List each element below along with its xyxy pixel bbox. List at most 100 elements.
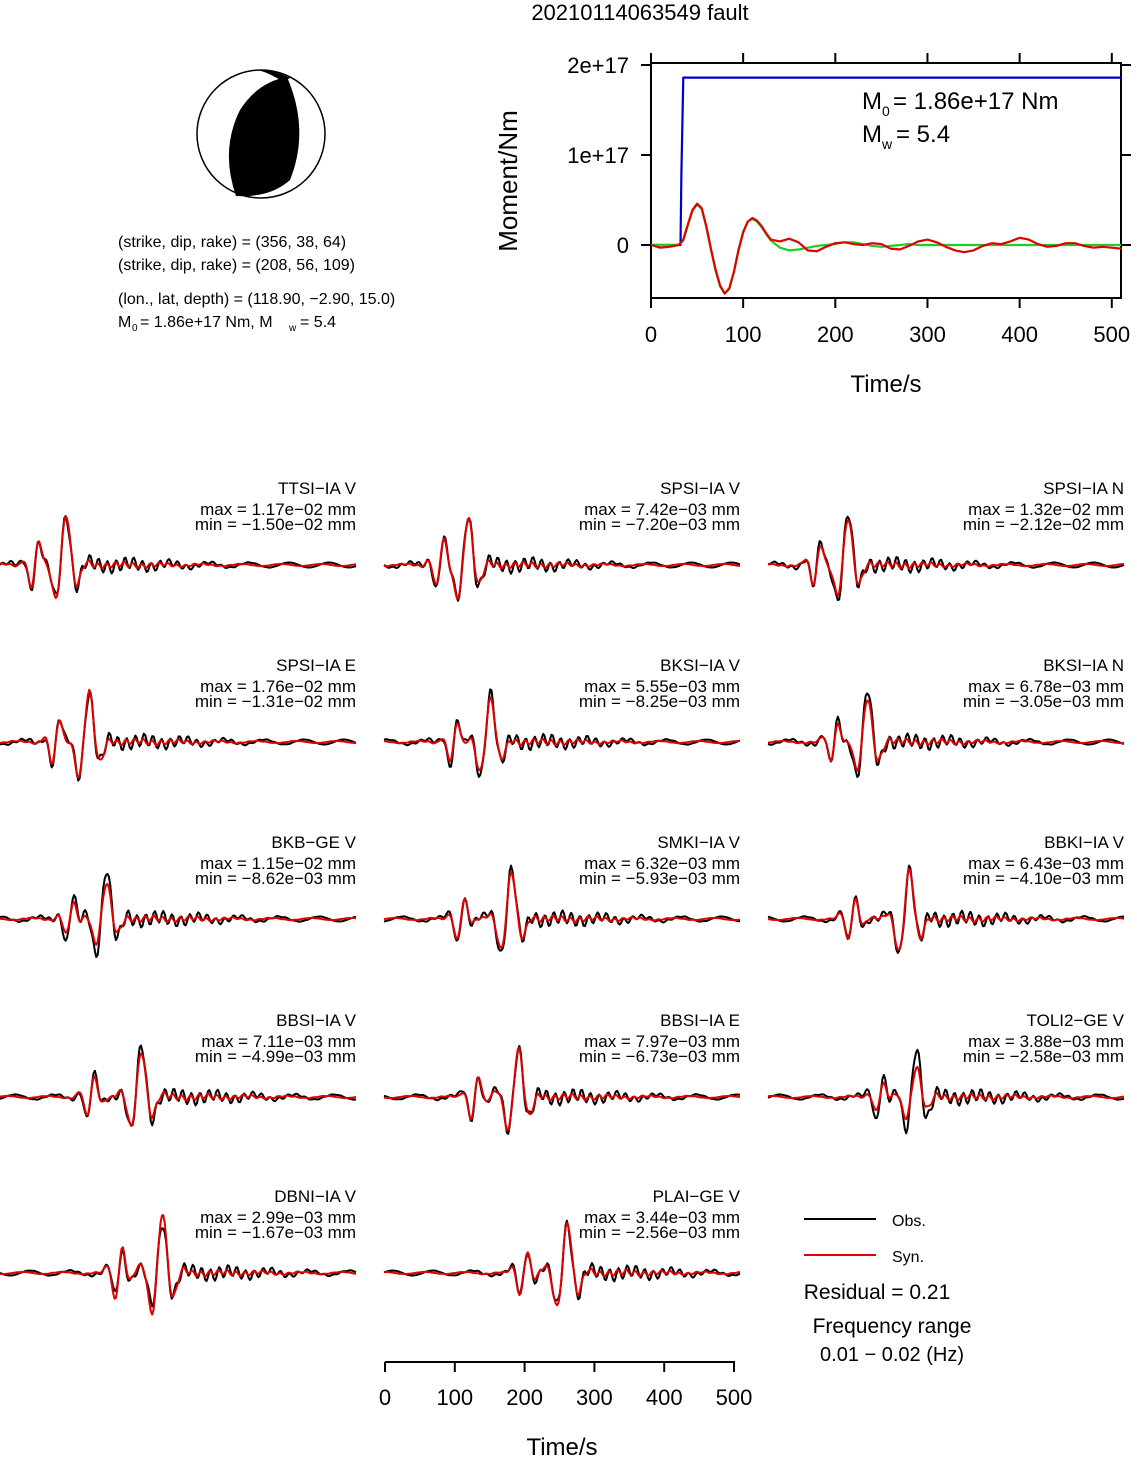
panel-max-label: max = 5.55e−03 mm <box>584 677 740 696</box>
panel-station-label: DBNI−IA V <box>274 1187 356 1206</box>
panel-max-label: max = 7.11e−03 mm <box>201 1032 356 1051</box>
moment-m0-annotation: M 0 = 1.86e+17 Nm <box>862 88 1058 119</box>
panel-max-label: max = 3.44e−03 mm <box>584 1208 740 1227</box>
moment-ytick-label: 0 <box>617 233 629 258</box>
panel-min-label: min = −6.73e−03 mm <box>579 1047 740 1066</box>
synthetic-trace <box>0 883 357 946</box>
synthetic-trace <box>383 516 741 600</box>
panel-min-label: min = −4.99e−03 mm <box>195 1047 356 1066</box>
panel-station-label: SPSI−IA E <box>276 656 356 675</box>
observed-trace <box>383 1045 741 1135</box>
info-mw-value: = 5.4 <box>300 314 336 331</box>
panel-station-label: BKSI−IA N <box>1043 656 1124 675</box>
synthetic-trace <box>767 699 1125 772</box>
moment-xtick-label: 400 <box>1001 322 1038 347</box>
observed-trace <box>383 864 741 952</box>
info-line-3: (lon., lat, depth) = (118.90, −2.90, 15.… <box>118 291 395 308</box>
panel-station-label: BKSI−IA V <box>660 656 741 675</box>
panel-station-label: SPSI−IA V <box>660 479 741 498</box>
moment-rate-fit-line <box>651 203 1121 295</box>
panel-max-label: max = 1.32e−02 mm <box>968 500 1124 519</box>
moment-mw-annotation: M w = 5.4 <box>862 121 950 152</box>
synthetic-trace <box>0 688 356 779</box>
svg-text:M: M <box>862 88 882 115</box>
bottom-xtick-label: 0 <box>379 1385 391 1410</box>
bottom-xtick-label: 500 <box>716 1385 753 1410</box>
bottom-xtick-label: 200 <box>506 1385 543 1410</box>
freq-range-value: 0.01 − 0.02 (Hz) <box>820 1344 964 1366</box>
svg-text:0: 0 <box>132 323 138 334</box>
bottom-time-axis: 0 100 200 300 400 500 <box>379 1361 753 1410</box>
panel-min-label: min = −2.12e−02 mm <box>963 515 1124 534</box>
panel-max-label: max = 2.99e−03 mm <box>200 1208 356 1227</box>
synthetic-trace <box>383 871 741 949</box>
svg-text:w: w <box>288 323 297 334</box>
panel-max-label: max = 3.88e−03 mm <box>968 1032 1124 1051</box>
moment-mw-label: = 5.4 <box>896 121 950 148</box>
panel-min-label: min = −2.56e−03 mm <box>579 1223 740 1242</box>
figure-title: 20210114063549 fault <box>531 0 748 25</box>
synthetic-trace <box>767 519 1125 597</box>
svg-text:w: w <box>881 136 893 152</box>
moment-ytick-label: 1e+17 <box>567 143 629 168</box>
moment-rate-line <box>650 202 1122 295</box>
moment-rate-chart: 2e+17 1e+17 0 0 100 200 300 400 500 Moment/Nm Ti… <box>493 53 1131 398</box>
synthetic-trace <box>0 1214 357 1316</box>
panel-station-label: BBSI−IA E <box>660 1011 740 1030</box>
bottom-xtick-label: 100 <box>436 1385 473 1410</box>
moment-m0-label: = 1.86e+17 Nm <box>893 88 1058 115</box>
synthetic-trace <box>383 1047 741 1131</box>
info-m0-text: = 1.86e+17 Nm, M <box>140 314 273 331</box>
moment-xlabel: Time/s <box>850 371 921 398</box>
panel-min-label: min = −8.62e−03 mm <box>195 869 356 888</box>
bottom-xtick-label: 300 <box>576 1385 613 1410</box>
beachball-icon <box>196 69 326 199</box>
synthetic-trace <box>0 515 357 600</box>
legend: Obs. Syn. Residual = 0.21 Frequency rang… <box>804 1213 972 1366</box>
panel-min-label: min = −1.31e−02 mm <box>195 692 356 711</box>
moment-xtick-label: 0 <box>645 322 657 347</box>
legend-obs-label: Obs. <box>892 1213 926 1230</box>
panel-min-label: min = −5.93e−03 mm <box>579 869 740 888</box>
panel-max-label: max = 6.78e−03 mm <box>968 677 1124 696</box>
svg-text:M: M <box>862 121 882 148</box>
moment-xtick-label: 200 <box>817 322 854 347</box>
panel-station-label: BKB−GE V <box>271 833 356 852</box>
panel-max-label: max = 6.43e−03 mm <box>968 854 1124 873</box>
residual-label: Residual = 0.21 <box>804 1281 951 1304</box>
panel-max-label: max = 1.76e−02 mm <box>200 677 356 696</box>
observed-trace <box>767 1048 1125 1135</box>
panel-max-label: max = 6.32e−03 mm <box>584 854 740 873</box>
panel-max-label: max = 1.17e−02 mm <box>200 500 356 519</box>
synthetic-trace <box>0 1052 357 1127</box>
moment-xtick-label: 100 <box>725 322 762 347</box>
panel-min-label: min = −1.67e−03 mm <box>195 1223 356 1242</box>
moment-plot-frame <box>650 62 1122 299</box>
moment-series <box>650 76 1122 295</box>
svg-text:0: 0 <box>882 103 890 119</box>
moment-ytick-label: 2e+17 <box>567 53 629 78</box>
panel-max-label: max = 7.42e−03 mm <box>584 500 740 519</box>
panel-station-label: BBKI−IA V <box>1044 833 1125 852</box>
info-line-2: (strike, dip, rake) = (208, 56, 109) <box>118 257 355 274</box>
legend-syn-label: Syn. <box>892 1249 924 1266</box>
synthetic-trace <box>767 868 1125 951</box>
panel-min-label: min = −4.10e−03 mm <box>963 869 1124 888</box>
synthetic-trace <box>384 1222 741 1307</box>
panel-station-label: SPSI−IA N <box>1043 479 1124 498</box>
panel-max-label: max = 1.15e−02 mm <box>200 854 356 873</box>
svg-text:M: M <box>118 314 131 331</box>
freq-range-label: Frequency range <box>813 1315 972 1338</box>
